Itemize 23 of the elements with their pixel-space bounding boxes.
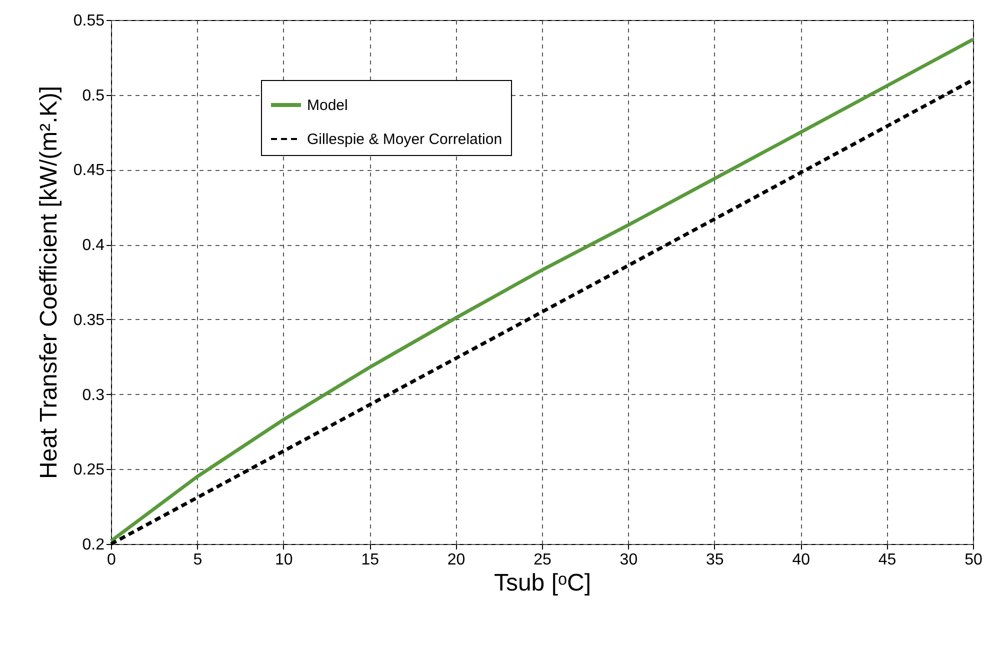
y-axis-title: Heat Transfer Coefficient [kW/(m².K)] — [35, 86, 62, 479]
x-tick-label: 25 — [534, 552, 552, 568]
x-tick-label: 0 — [107, 552, 116, 568]
x-tick-label: 40 — [792, 552, 810, 568]
y-tick-label: 0.35 — [73, 312, 105, 329]
x-tick-label: 20 — [447, 552, 466, 568]
y-tick-label: 0.2 — [82, 536, 105, 554]
y-tick-label: 0.45 — [73, 162, 105, 180]
x-tick-label: 5 — [193, 552, 202, 568]
x-tick-label: 35 — [706, 552, 724, 568]
legend-label: Gillespie & Moyer Correlation — [307, 131, 502, 148]
x-tick-label: 30 — [620, 552, 638, 568]
x-axis-title: Tsub [ᵒC] — [494, 570, 592, 596]
y-tick-label: 0.5 — [82, 87, 105, 104]
x-tick-label: 50 — [964, 552, 982, 568]
y-tick-label: 0.55 — [73, 12, 105, 30]
y-tick-label: 0.25 — [73, 462, 105, 479]
legend-label: Model — [307, 97, 348, 114]
x-tick-label: 10 — [275, 552, 293, 568]
y-tick-label: 0.4 — [82, 237, 105, 254]
y-tick-label: 0.3 — [82, 386, 105, 404]
x-tick-label: 45 — [878, 552, 896, 568]
x-tick-label: 15 — [361, 552, 380, 568]
